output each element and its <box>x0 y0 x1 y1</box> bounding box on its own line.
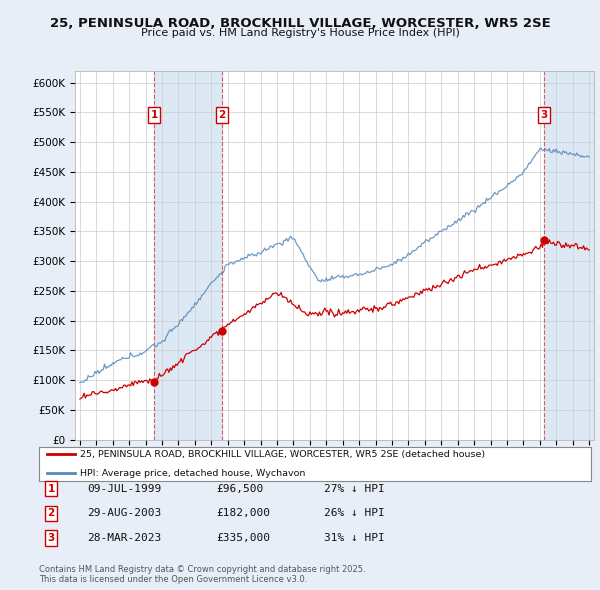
Bar <box>154 71 222 440</box>
Text: 3: 3 <box>540 110 547 120</box>
Text: Price paid vs. HM Land Registry's House Price Index (HPI): Price paid vs. HM Land Registry's House … <box>140 28 460 38</box>
Text: 2: 2 <box>218 110 226 120</box>
Text: 25, PENINSULA ROAD, BROCKHILL VILLAGE, WORCESTER, WR5 2SE: 25, PENINSULA ROAD, BROCKHILL VILLAGE, W… <box>50 17 550 30</box>
Text: £335,000: £335,000 <box>216 533 270 543</box>
Text: Contains HM Land Registry data © Crown copyright and database right 2025.
This d: Contains HM Land Registry data © Crown c… <box>39 565 365 584</box>
Text: 1: 1 <box>47 484 55 493</box>
Text: HPI: Average price, detached house, Wychavon: HPI: Average price, detached house, Wych… <box>80 469 306 478</box>
Text: 09-JUL-1999: 09-JUL-1999 <box>87 484 161 493</box>
Text: £96,500: £96,500 <box>216 484 263 493</box>
Text: £182,000: £182,000 <box>216 509 270 518</box>
Text: 1: 1 <box>151 110 158 120</box>
Text: 28-MAR-2023: 28-MAR-2023 <box>87 533 161 543</box>
Text: 31% ↓ HPI: 31% ↓ HPI <box>324 533 385 543</box>
Text: 3: 3 <box>47 533 55 543</box>
Text: 27% ↓ HPI: 27% ↓ HPI <box>324 484 385 493</box>
Bar <box>544 71 594 440</box>
Text: 29-AUG-2003: 29-AUG-2003 <box>87 509 161 518</box>
Text: 2: 2 <box>47 509 55 518</box>
Text: 25, PENINSULA ROAD, BROCKHILL VILLAGE, WORCESTER, WR5 2SE (detached house): 25, PENINSULA ROAD, BROCKHILL VILLAGE, W… <box>80 450 485 458</box>
Text: 26% ↓ HPI: 26% ↓ HPI <box>324 509 385 518</box>
